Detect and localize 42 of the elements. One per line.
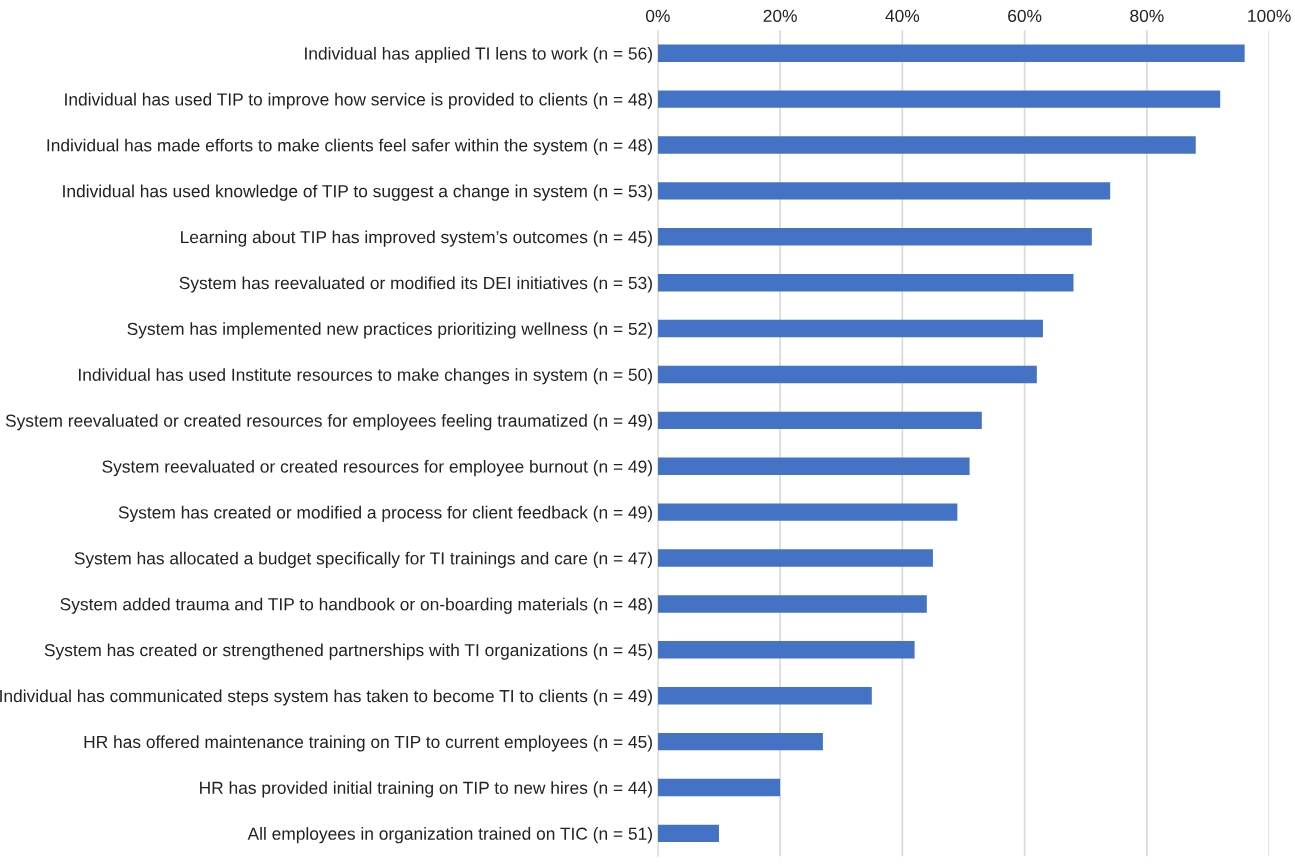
bar	[657, 411, 982, 430]
bar	[657, 595, 927, 613]
bar	[657, 503, 958, 521]
bar	[657, 549, 933, 567]
x-tick-label: 80%	[1130, 9, 1164, 22]
y-tick-label: Individual has used TIP to improve how service is provided to clients (n = 48)	[65, 92, 652, 110]
bar	[657, 824, 719, 843]
y-tick-label: System reevaluated or created resources for employees feeling traumatized (n = 49)	[5, 414, 652, 431]
bar	[657, 228, 1092, 246]
y-tick-label: System has created or modified a process for client feedback (n = 49)	[118, 505, 652, 523]
x-tick-label: 60%	[1008, 9, 1042, 22]
y-tick-label: HR has offered maintenance training on TIP to current employees (n = 45)	[84, 735, 652, 752]
y-tick-label: System added trauma and TIP to handbook or on-boarding materials (n = 48)	[60, 597, 652, 614]
y-tick-label: Individual has used knowledge of TIP to suggest a change in system (n = 53)	[63, 184, 652, 201]
y-tick-label: System has allocated a budget specifically for TI trainings and care (n = 47)	[74, 551, 652, 568]
x-tick-label: 100%	[1248, 9, 1291, 22]
bar	[657, 641, 915, 659]
y-tick-label: System has reevaluated or modified its DEI initiatives (n = 53)	[179, 276, 652, 293]
bar	[657, 365, 1037, 384]
y-tick-label: Individual has used Institute resources to make changes in system (n = 50)	[79, 368, 652, 385]
y-tick-label: System reevaluated or created resources for employee burnout (n = 49)	[102, 459, 652, 477]
y-tick-label: HR has provided initial training on TIP to new hires (n = 44)	[200, 781, 652, 798]
bar	[657, 687, 872, 705]
y-tick-label: Individual has communicated steps system has taken to become TI to clients (n = 49)	[0, 689, 652, 706]
y-tick-label: Learning about TIP has improved system’s outcomes (n = 45)	[181, 230, 652, 247]
bar	[657, 457, 970, 475]
bar	[657, 319, 1043, 338]
x-tick-label: 40%	[885, 9, 920, 22]
bar	[657, 136, 1196, 154]
bar	[657, 778, 781, 797]
y-tick-label: All employees in organization trained on TIC (n = 51)	[247, 827, 652, 844]
bar	[657, 90, 1221, 108]
bar	[657, 273, 1074, 292]
bar	[657, 182, 1111, 200]
x-tick-label: 0%	[645, 9, 670, 22]
x-tick-label: 20%	[763, 9, 797, 22]
y-tick-label: System has created or strengthened partnerships with TI organizations (n = 45)	[44, 643, 652, 660]
bar	[657, 732, 823, 751]
y-tick-label: Individual has applied TI lens to work (n = 56)	[305, 46, 652, 64]
bar	[657, 44, 1245, 62]
y-tick-label: System has implemented new practices prioritizing wellness (n = 52)	[127, 322, 652, 339]
y-tick-label: Individual has made efforts to make clients feel safer within the system (n = 48)	[47, 138, 652, 155]
